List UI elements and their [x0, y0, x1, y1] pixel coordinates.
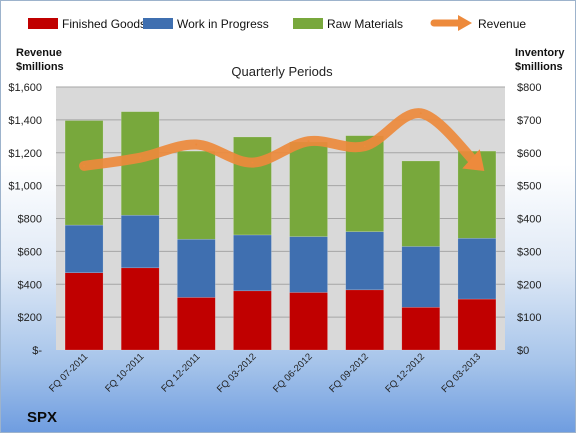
- revenue-point: [83, 164, 86, 167]
- bar-raw-materials: [401, 160, 441, 247]
- bar-finished-goods: [177, 297, 216, 351]
- bar-finished-goods: [64, 272, 104, 351]
- left-tick-label: $1,400: [8, 115, 42, 127]
- revenue-point: [139, 156, 142, 159]
- left-tick-label: $600: [18, 246, 42, 258]
- left-tick-label: $1,600: [8, 82, 42, 94]
- legend-label: Raw Materials: [327, 17, 403, 31]
- bar-finished-goods: [233, 290, 272, 351]
- bar-work-in-progress: [345, 231, 384, 291]
- right-axis-title-line2: $millions: [515, 61, 563, 73]
- x-tick-label: FQ 12-2011: [159, 351, 202, 394]
- right-tick-label: $400: [517, 214, 541, 226]
- bar-work-in-progress: [289, 236, 328, 293]
- right-tick-label: $800: [517, 82, 541, 94]
- left-tick-label: $400: [18, 279, 42, 291]
- bar-raw-materials: [177, 150, 216, 240]
- left-axis-title-line2: $millions: [16, 61, 64, 73]
- legend-revenue-arrowhead: [458, 15, 472, 31]
- legend-swatch-finished-goods: [28, 18, 58, 29]
- chart-title: Quarterly Periods: [231, 64, 333, 79]
- revenue-arrowhead: [462, 149, 485, 171]
- revenue-point: [363, 145, 366, 148]
- legend-label: Revenue: [478, 17, 526, 31]
- bar-finished-goods: [401, 307, 441, 351]
- bar-work-in-progress: [401, 246, 441, 308]
- revenue-point: [251, 161, 254, 164]
- bar-finished-goods: [457, 298, 497, 351]
- left-tick-label: $1,000: [8, 181, 42, 193]
- legend-swatch-raw-materials: [293, 18, 323, 29]
- bar-raw-materials: [233, 136, 272, 236]
- bar-work-in-progress: [457, 237, 497, 300]
- bar-work-in-progress: [233, 234, 272, 292]
- left-tick-label: $800: [18, 214, 42, 226]
- right-tick-label: $500: [517, 181, 541, 193]
- bar-finished-goods: [289, 292, 328, 351]
- x-tick-label: FQ 12-2012: [383, 351, 427, 395]
- bar-finished-goods: [120, 267, 160, 351]
- legend-label: Finished Goods: [62, 17, 146, 31]
- right-tick-label: $200: [517, 279, 541, 291]
- right-tick-label: $100: [517, 312, 541, 324]
- bar-work-in-progress: [64, 224, 104, 273]
- revenue-point: [419, 112, 422, 115]
- right-tick-label: $300: [517, 246, 541, 258]
- bar-work-in-progress: [120, 214, 160, 269]
- x-tick-label: FQ 06-2012: [271, 351, 315, 395]
- left-tick-label: $200: [18, 312, 42, 324]
- right-axis-title-line1: Inventory: [515, 47, 565, 59]
- legend-label: Work in Progress: [177, 17, 269, 31]
- bar-work-in-progress: [177, 238, 216, 298]
- x-tick-label: FQ 07-2011: [47, 351, 90, 394]
- left-tick-label: $1,200: [8, 148, 42, 160]
- bar-raw-materials: [64, 120, 104, 226]
- right-tick-label: $700: [517, 115, 541, 127]
- legend-swatch-work-in-progress: [143, 18, 173, 29]
- x-tick-label: FQ 03-2012: [215, 351, 259, 395]
- left-tick-label: $-: [32, 345, 42, 357]
- bar-raw-materials: [289, 141, 328, 237]
- x-tick-label: FQ 10-2011: [103, 351, 146, 394]
- right-tick-label: $600: [517, 148, 541, 160]
- right-tick-label: $0: [517, 345, 529, 357]
- revenue-point: [307, 140, 310, 143]
- left-axis-title-line1: Revenue: [16, 47, 62, 59]
- x-tick-label: FQ 03-2013: [439, 351, 483, 395]
- revenue-point: [195, 143, 198, 146]
- x-tick-label: FQ 09-2012: [327, 351, 371, 395]
- bar-finished-goods: [345, 289, 384, 351]
- company-label: SPX: [27, 409, 57, 426]
